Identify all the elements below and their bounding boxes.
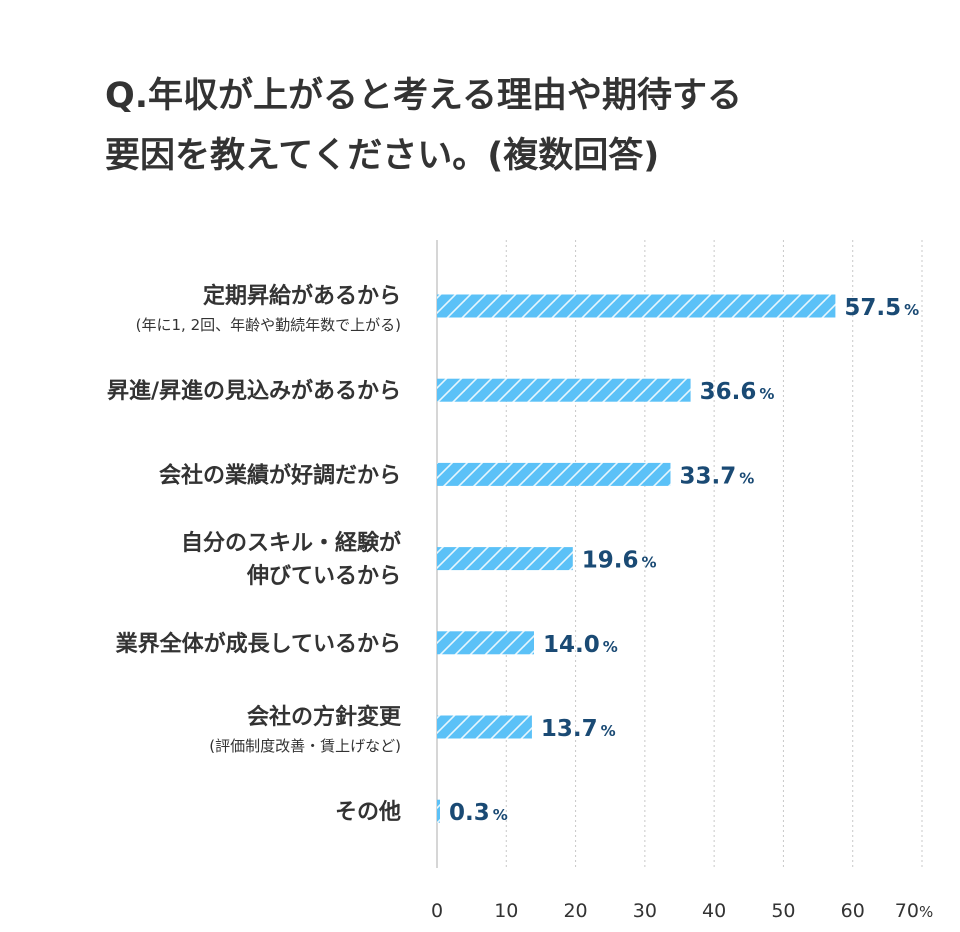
chart-title: Q.年収が上がると考える理由や期待する 要因を教えてください。(複数回答) (105, 66, 742, 186)
x-tick-label: 30 (633, 900, 657, 922)
value-label: 13.7% (541, 716, 616, 742)
category-label: 業界全体が成長しているから (116, 631, 401, 657)
value-label: 14.0% (543, 632, 618, 658)
bar (437, 631, 534, 655)
x-tick-label: 50 (771, 900, 795, 922)
category-label: 会社の業績が好調だから (159, 462, 401, 488)
bar (437, 799, 440, 823)
value-label: 0.3% (449, 800, 508, 826)
bar (437, 378, 691, 402)
bar (437, 715, 532, 739)
value-label: 19.6% (582, 548, 657, 574)
value-label: 57.5% (844, 295, 919, 321)
x-tick-label: 40 (702, 900, 726, 922)
bar-layer (437, 294, 836, 823)
value-label: 33.7% (679, 463, 754, 489)
category-label: 会社の方針変更 (247, 704, 402, 730)
category-sublabel: (年に1, 2回、年齢や勤続年数で上がる) (136, 316, 401, 334)
label-layer: 0 10 20 30 40 50 60 70% 57.5 % 定期昇給があるから (年に1, 2回、年… (107, 283, 933, 922)
category-label: 伸びているから (246, 564, 401, 589)
category-label: 定期昇給があるから (203, 283, 401, 309)
value-label: 36.6% (700, 379, 775, 405)
category-sublabel: (評価制度改善・賃上げなど) (209, 737, 401, 755)
chart-title-line-2: 要因を教えてください。(複数回答) (105, 136, 660, 176)
bar (437, 294, 836, 318)
x-tick-label: 0 (431, 900, 443, 922)
bar (437, 547, 573, 571)
x-tick-label: 10 (494, 900, 518, 922)
bar (437, 462, 671, 486)
x-tick-label: 60 (841, 900, 865, 922)
x-tick-label: 20 (563, 900, 587, 922)
category-label: 昇進/昇進の見込みがあるから (107, 378, 401, 404)
chart-title-line-1: Q.年収が上がると考える理由や期待する (105, 76, 743, 116)
x-tick-label: 70% (895, 900, 933, 922)
category-label: その他 (335, 800, 401, 825)
category-label: 自分のスキル・経験が (181, 530, 401, 556)
